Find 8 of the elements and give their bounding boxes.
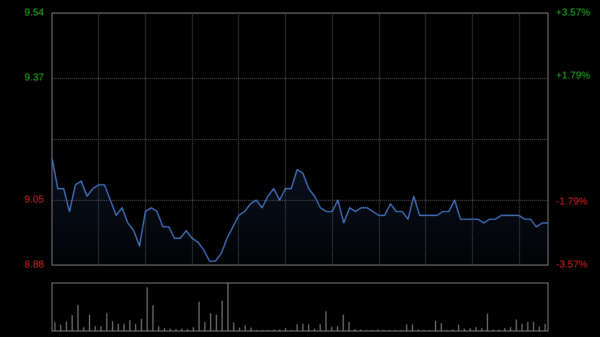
y-tick-label: 8.88 xyxy=(24,260,44,270)
y2-tick-label: -3.57% xyxy=(556,260,588,270)
y-tick-label: 9.37 xyxy=(24,72,44,84)
y2-tick-label: -1.79% xyxy=(556,196,588,208)
y-tick-label: 9.05 xyxy=(24,194,44,206)
y2-tick-label: +3.57% xyxy=(556,8,590,18)
y-tick-label: 9.54 xyxy=(24,8,44,18)
y2-tick-label: +1.79% xyxy=(556,70,590,82)
